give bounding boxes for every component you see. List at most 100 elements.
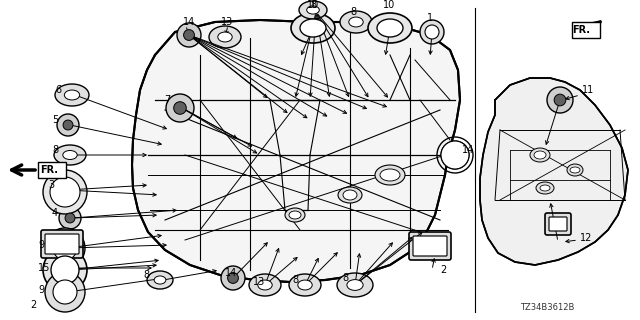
Circle shape xyxy=(59,184,71,196)
Text: 8: 8 xyxy=(310,0,316,10)
Text: 5: 5 xyxy=(52,115,58,125)
FancyBboxPatch shape xyxy=(572,22,600,38)
Circle shape xyxy=(166,94,194,122)
Circle shape xyxy=(228,273,239,284)
Text: 13: 13 xyxy=(253,277,265,287)
Circle shape xyxy=(449,149,461,161)
Text: 9: 9 xyxy=(38,240,44,250)
Text: 15: 15 xyxy=(38,263,51,273)
Circle shape xyxy=(43,170,87,214)
Ellipse shape xyxy=(567,164,583,176)
Ellipse shape xyxy=(536,182,554,194)
Ellipse shape xyxy=(307,6,319,14)
Ellipse shape xyxy=(375,165,405,185)
FancyBboxPatch shape xyxy=(545,213,571,235)
Ellipse shape xyxy=(343,190,357,200)
Circle shape xyxy=(173,102,186,114)
Text: 8: 8 xyxy=(342,273,348,283)
Text: 1: 1 xyxy=(427,13,433,23)
Ellipse shape xyxy=(54,145,86,165)
Circle shape xyxy=(50,177,80,207)
FancyBboxPatch shape xyxy=(41,230,83,258)
Ellipse shape xyxy=(291,13,335,43)
Ellipse shape xyxy=(377,19,403,37)
Ellipse shape xyxy=(65,90,79,100)
Ellipse shape xyxy=(43,248,87,292)
Ellipse shape xyxy=(209,26,241,48)
Text: 8: 8 xyxy=(292,275,298,285)
FancyBboxPatch shape xyxy=(549,217,567,231)
Ellipse shape xyxy=(337,273,373,297)
Circle shape xyxy=(45,228,85,268)
Ellipse shape xyxy=(340,11,372,33)
Text: 9: 9 xyxy=(38,285,44,295)
Ellipse shape xyxy=(300,19,326,37)
Ellipse shape xyxy=(63,150,77,159)
Circle shape xyxy=(65,213,75,223)
Ellipse shape xyxy=(299,1,327,19)
Ellipse shape xyxy=(147,271,173,289)
Circle shape xyxy=(52,177,78,203)
Text: 11: 11 xyxy=(582,85,595,95)
Circle shape xyxy=(59,207,81,229)
Circle shape xyxy=(53,236,77,260)
Ellipse shape xyxy=(285,208,305,222)
Ellipse shape xyxy=(289,274,321,296)
Circle shape xyxy=(177,23,201,47)
Text: 12: 12 xyxy=(580,233,593,243)
Ellipse shape xyxy=(349,17,364,27)
Polygon shape xyxy=(480,78,628,265)
Text: 14: 14 xyxy=(183,17,195,27)
Circle shape xyxy=(184,30,195,40)
Text: FR.: FR. xyxy=(40,165,58,175)
Circle shape xyxy=(420,20,444,44)
Ellipse shape xyxy=(368,13,412,43)
Text: 14: 14 xyxy=(462,145,474,155)
Ellipse shape xyxy=(380,169,400,181)
Polygon shape xyxy=(132,20,460,282)
Text: 14: 14 xyxy=(225,268,237,278)
Text: 13: 13 xyxy=(221,17,233,27)
Text: TZ34B3612B: TZ34B3612B xyxy=(520,303,574,313)
Text: 3: 3 xyxy=(48,180,54,190)
Ellipse shape xyxy=(338,187,362,203)
Text: 8: 8 xyxy=(350,7,356,17)
Text: 2: 2 xyxy=(440,265,446,275)
Ellipse shape xyxy=(289,211,301,219)
Circle shape xyxy=(45,272,85,312)
Ellipse shape xyxy=(249,274,281,296)
Text: 10: 10 xyxy=(307,0,319,10)
Circle shape xyxy=(425,25,439,39)
Circle shape xyxy=(53,280,77,304)
Text: 8: 8 xyxy=(143,270,149,280)
FancyBboxPatch shape xyxy=(38,162,66,178)
Text: FR.: FR. xyxy=(572,25,590,35)
Circle shape xyxy=(554,94,566,106)
Text: 10: 10 xyxy=(383,0,396,10)
FancyBboxPatch shape xyxy=(45,234,79,254)
Ellipse shape xyxy=(540,185,550,191)
Text: 8: 8 xyxy=(52,145,58,155)
Circle shape xyxy=(441,141,469,169)
Ellipse shape xyxy=(258,280,272,290)
FancyBboxPatch shape xyxy=(413,236,447,256)
Ellipse shape xyxy=(298,280,312,290)
Circle shape xyxy=(221,266,245,290)
Ellipse shape xyxy=(534,151,546,159)
Text: 4: 4 xyxy=(52,208,58,218)
Text: 7: 7 xyxy=(164,95,170,105)
Ellipse shape xyxy=(51,256,79,284)
Text: 6: 6 xyxy=(55,85,61,95)
Circle shape xyxy=(441,141,469,169)
Ellipse shape xyxy=(218,32,232,42)
Circle shape xyxy=(63,120,73,130)
Circle shape xyxy=(57,114,79,136)
Ellipse shape xyxy=(154,276,166,284)
Ellipse shape xyxy=(530,148,550,162)
Ellipse shape xyxy=(347,280,363,291)
FancyBboxPatch shape xyxy=(409,232,451,260)
Ellipse shape xyxy=(55,84,89,106)
Circle shape xyxy=(547,87,573,113)
Ellipse shape xyxy=(570,167,580,173)
Text: 2: 2 xyxy=(30,300,36,310)
